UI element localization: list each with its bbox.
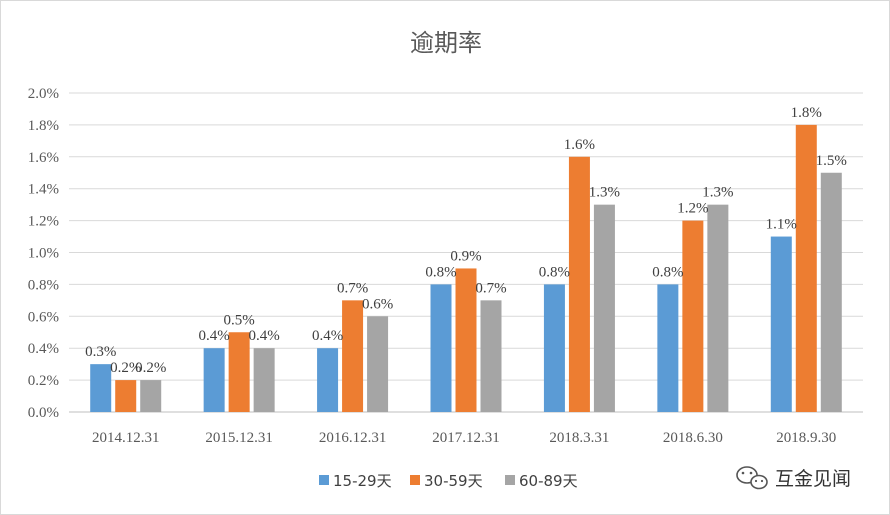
y-axis: 0.0% 0.2% 0.4% 0.6% 0.8% 1.0% 1.2% 1.4% 1.6% 1.8%… — [28, 86, 59, 421]
data-label: 0.5% — [224, 312, 255, 328]
y-tick-label: 0.4% — [28, 341, 59, 357]
data-label: 0.7% — [337, 280, 368, 296]
watermark-text: 互金见闻 — [775, 468, 851, 490]
bar — [455, 268, 477, 412]
legend-label: 15-29天 — [333, 472, 392, 490]
data-label: 0.2% — [110, 360, 141, 376]
data-label: 0.4% — [199, 328, 230, 344]
bar — [707, 204, 729, 412]
y-tick-label: 0.0% — [28, 405, 59, 421]
x-tick-label: 2018.3.31 — [549, 430, 609, 446]
chart-title: 逾期率 — [410, 29, 482, 57]
data-label: 0.4% — [312, 328, 343, 344]
legend: 15-29天 30-59天 60-89天 — [319, 472, 578, 490]
bar — [430, 284, 452, 412]
wechat-icon — [736, 466, 768, 490]
y-tick-label: 0.2% — [28, 373, 59, 389]
bar — [90, 364, 112, 412]
y-tick-label: 1.2% — [28, 214, 59, 230]
data-label: 0.8% — [539, 264, 570, 280]
bar — [317, 348, 339, 412]
data-label: 1.1% — [766, 217, 797, 233]
data-label: 1.5% — [816, 153, 847, 169]
bar — [682, 220, 704, 412]
x-tick-label: 2015.12.31 — [205, 430, 273, 446]
data-label: 1.2% — [677, 201, 708, 217]
legend-label: 30-59天 — [424, 472, 483, 490]
x-tick-label: 2016.12.31 — [319, 430, 387, 446]
bar — [367, 316, 389, 412]
y-tick-label: 0.6% — [28, 309, 59, 325]
y-tick-label: 0.8% — [28, 277, 59, 293]
bars — [90, 124, 842, 413]
bar — [657, 284, 679, 412]
legend-swatch — [319, 475, 329, 485]
x-tick-label: 2018.6.30 — [663, 430, 723, 446]
watermark: 互金见闻 — [736, 466, 851, 490]
data-label: 0.2% — [135, 360, 166, 376]
data-label: 0.6% — [362, 296, 393, 312]
legend-label: 60-89天 — [519, 472, 578, 490]
data-label: 0.3% — [85, 344, 116, 360]
bar — [593, 204, 615, 412]
bar — [568, 156, 590, 412]
data-label: 1.3% — [702, 185, 733, 201]
data-label: 0.9% — [450, 248, 481, 264]
legend-swatch — [505, 475, 515, 485]
bar — [480, 300, 502, 412]
y-tick-label: 2.0% — [28, 86, 59, 102]
x-axis: 2014.12.31 2015.12.31 2016.12.31 2017.12.31… — [92, 430, 836, 446]
x-tick-label: 2014.12.31 — [92, 430, 160, 446]
bar — [795, 124, 817, 413]
bar — [820, 172, 842, 412]
data-label: 0.4% — [249, 328, 280, 344]
y-tick-label: 1.0% — [28, 246, 59, 262]
bar — [253, 348, 275, 412]
legend-swatch — [410, 475, 420, 485]
data-label: 0.8% — [425, 264, 456, 280]
x-tick-label: 2017.12.31 — [432, 430, 500, 446]
data-label: 1.8% — [791, 105, 822, 121]
bar — [770, 236, 792, 412]
bar — [543, 284, 565, 412]
data-label: 0.8% — [652, 264, 683, 280]
bar — [228, 332, 250, 412]
y-tick-label: 1.6% — [28, 150, 59, 166]
data-label: 1.6% — [564, 137, 595, 153]
y-tick-label: 1.4% — [28, 182, 59, 198]
data-label: 0.7% — [475, 280, 506, 296]
x-tick-label: 2018.9.30 — [776, 430, 836, 446]
bar — [115, 380, 137, 412]
bar — [203, 348, 225, 412]
data-labels: 0.3%0.2%0.2%0.4%0.5%0.4% 0.4%0.7%0.6%0.8%… — [85, 105, 847, 376]
y-tick-label: 1.8% — [28, 118, 59, 134]
data-label: 1.3% — [589, 185, 620, 201]
bar — [140, 380, 162, 412]
bar — [342, 300, 364, 412]
